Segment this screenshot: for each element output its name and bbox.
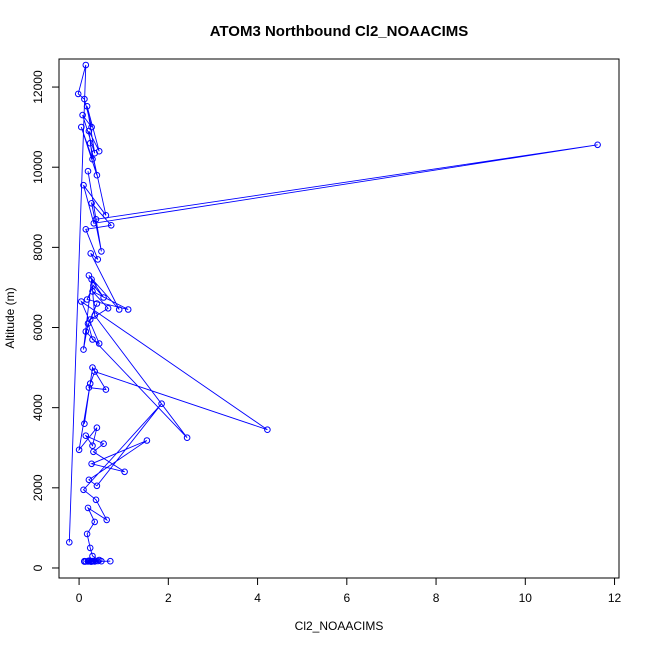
data-point	[100, 440, 107, 448]
data-point	[264, 426, 271, 434]
data-point	[81, 558, 88, 565]
data-point	[89, 155, 96, 163]
data-point	[89, 336, 96, 343]
data-point	[91, 518, 98, 526]
data-point	[88, 558, 95, 565]
data-point	[87, 250, 94, 257]
data-point	[89, 442, 96, 450]
data-point	[86, 544, 94, 552]
data-point	[92, 216, 100, 223]
chart-title: ATOM3 Northbound Cl2_NOAACIMS	[210, 23, 469, 40]
data-point	[88, 200, 95, 207]
data-point	[82, 226, 90, 233]
plot-frame	[58, 58, 620, 579]
data-point	[102, 386, 110, 393]
data-point	[115, 306, 123, 313]
data-point	[107, 557, 114, 565]
y-tick-label: 12000	[31, 70, 45, 104]
data-point	[82, 432, 90, 440]
x-tick-label: 0	[76, 591, 83, 605]
y-tick-label: 0	[31, 564, 45, 571]
data-point	[82, 61, 90, 69]
data-point	[85, 476, 93, 484]
data-point	[98, 557, 105, 565]
data-point	[81, 420, 88, 428]
data-point	[183, 434, 191, 442]
data-point	[75, 446, 83, 454]
data-point	[78, 298, 85, 305]
data-point	[84, 557, 92, 565]
data-point	[102, 212, 110, 219]
data-point	[90, 448, 97, 456]
data-point	[92, 496, 100, 504]
data-point	[82, 328, 90, 335]
x-axis-label: Cl2_NOAACIMS	[295, 619, 384, 633]
data-point	[81, 95, 88, 103]
data-point	[88, 460, 95, 468]
data-point	[83, 103, 91, 110]
data-point	[143, 437, 151, 444]
y-tick-label: 4000	[31, 394, 45, 421]
y-tick-label: 10000	[31, 150, 45, 184]
data-point	[100, 294, 107, 301]
x-axis: 0 2 4 6 8 10 12	[76, 577, 622, 605]
data-point	[66, 539, 73, 546]
data-point	[94, 557, 102, 565]
data-point	[83, 530, 91, 538]
data-layer	[66, 61, 601, 565]
data-point	[93, 171, 101, 179]
data-point	[90, 282, 97, 289]
y-tick-label: 2000	[31, 474, 45, 501]
y-axis-label: Altitude (m)	[3, 287, 17, 348]
data-point	[79, 111, 86, 119]
x-tick-label: 8	[433, 591, 440, 605]
data-point	[103, 516, 110, 524]
data-point	[594, 141, 601, 149]
data-point	[124, 306, 132, 313]
x-tick-label: 2	[165, 591, 172, 605]
data-point	[93, 482, 101, 490]
data-point	[85, 384, 93, 391]
data-point	[98, 248, 105, 255]
data-point	[80, 346, 87, 353]
data-point	[107, 222, 115, 229]
data-point	[86, 139, 94, 147]
x-tick-label: 6	[343, 591, 350, 605]
data-point	[84, 504, 92, 512]
y-axis: 0 2000 4000 6000 8000 10000 12000	[31, 70, 60, 571]
data-point	[91, 312, 98, 319]
data-point	[88, 276, 95, 283]
data-point	[95, 147, 103, 155]
data-point	[94, 256, 102, 263]
data-point	[78, 123, 85, 131]
data-point	[86, 380, 94, 387]
data-point	[121, 468, 128, 476]
data-point	[83, 296, 91, 303]
data-point	[80, 486, 87, 494]
data-point	[84, 320, 92, 327]
data-point	[89, 364, 96, 371]
y-tick-label: 8000	[31, 234, 45, 261]
data-point	[80, 181, 87, 189]
y-tick-label: 6000	[31, 314, 45, 341]
series-line	[68, 64, 598, 563]
data-point	[93, 424, 101, 432]
data-point	[93, 300, 101, 307]
x-tick-label: 12	[608, 591, 622, 605]
data-point	[104, 305, 112, 312]
data-point	[89, 288, 96, 295]
data-point	[84, 167, 92, 175]
data-point	[74, 90, 82, 98]
data-point	[158, 400, 165, 408]
x-tick-label: 10	[519, 591, 533, 605]
data-point	[85, 127, 93, 135]
x-tick-label: 4	[254, 591, 261, 605]
data-point	[95, 340, 103, 347]
